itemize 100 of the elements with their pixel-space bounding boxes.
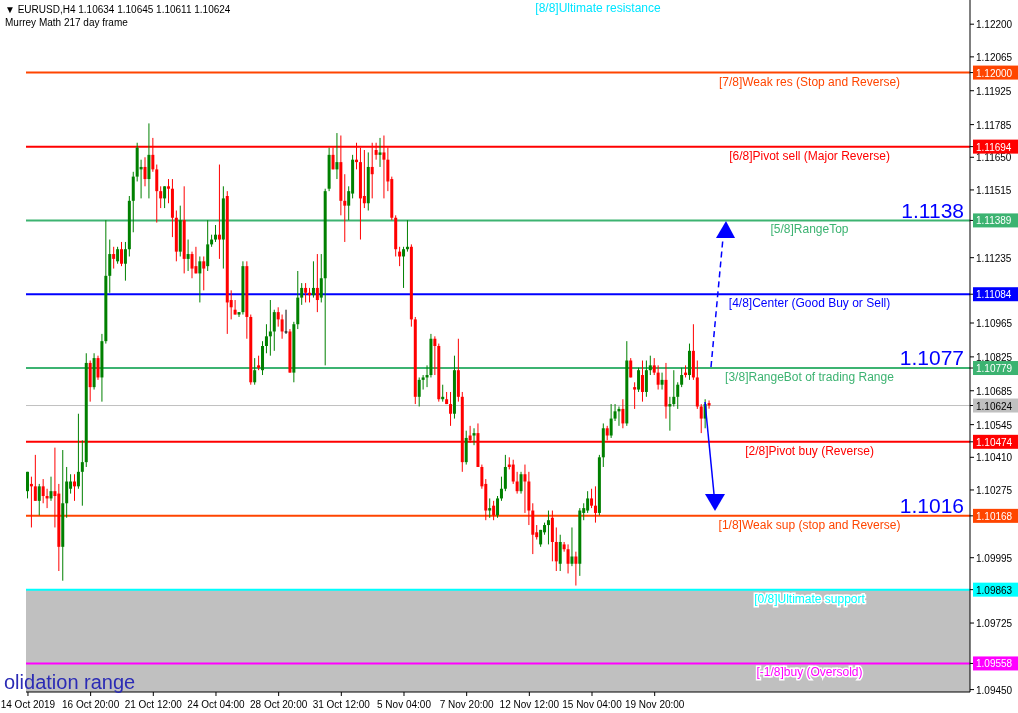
y-tick-label: 1.09558 [976, 658, 1013, 670]
candlestick [402, 246, 406, 289]
ref-line-label: [7/8]Weak res (Stop and Reverse) [718, 74, 901, 89]
candlestick [143, 156, 147, 187]
candlestick [699, 403, 703, 434]
candlestick [519, 471, 523, 495]
candlestick [33, 454, 37, 502]
candlestick [640, 360, 644, 403]
ref-line-label: [4/8]Center (Good Buy or Sell) [728, 296, 891, 311]
candlestick [284, 309, 288, 335]
y-tick-label: 1.11084 [976, 289, 1012, 301]
candlestick [676, 381, 680, 410]
y-tick-label: 1.11785 [976, 119, 1012, 131]
ref-line-label: [5/8]RangeTop [770, 222, 849, 237]
y-tick-label: 1.09450 [976, 684, 1013, 696]
candlestick [202, 255, 206, 291]
y-tick-label: 1.09725 [976, 618, 1013, 630]
candlestick [96, 355, 100, 381]
chart-title: ▼ EURUSD,H4 1.10634 1.10645 1.10611 1.10624 [5, 3, 231, 16]
y-tick-label: 1.12065 [976, 51, 1013, 63]
ref-line-label: [1/8]Weak sup (stop and Reverse) [718, 517, 901, 532]
y-tick-label: 1.10410 [976, 452, 1013, 464]
y-tick-label: 1.11925 [976, 85, 1012, 97]
candlestick [186, 239, 190, 272]
y-tick-label: 1.11235 [976, 252, 1012, 264]
ref-line-label: [0/8]Ultimate support [754, 591, 866, 606]
candlestick [566, 543, 570, 574]
candlestick [362, 149, 366, 209]
x-tick-label: 15 Nov 04:00 [562, 699, 623, 710]
ref-line-label: [3/8]RangeBot of trading Range [725, 370, 895, 385]
candlestick [637, 367, 641, 393]
candlestick [163, 185, 167, 209]
annotation: 1.1016 [899, 493, 964, 517]
y-tick-label: 1.11694 [976, 141, 1012, 153]
candlestick [167, 178, 171, 204]
y-tick-label: 1.10275 [976, 484, 1013, 496]
candlestick [315, 253, 319, 313]
candlestick [707, 399, 711, 410]
candlestick [26, 471, 29, 499]
x-tick-label: 21 Oct 12:00 [124, 699, 183, 710]
candlestick [73, 473, 76, 502]
y-tick-label: 1.10779 [976, 363, 1013, 375]
y-tick-label: 1.10545 [976, 419, 1013, 431]
x-tick-label: 5 Nov 04:00 [377, 699, 432, 710]
candlestick [449, 391, 453, 427]
candlestick [194, 246, 198, 274]
candlestick [648, 355, 652, 376]
candlestick [496, 495, 500, 519]
candlestick [609, 403, 613, 439]
candlestick [417, 376, 421, 407]
x-tick-label: 12 Nov 12:00 [499, 699, 560, 710]
annotation: [8/8]Ultimate resistance [535, 1, 662, 15]
candlestick [112, 246, 116, 270]
candlestick [49, 476, 53, 502]
y-tick-label: 1.10685 [976, 385, 1013, 397]
y-tick-label: 1.12200 [976, 19, 1013, 31]
candlestick [233, 299, 237, 316]
candlestick [680, 367, 684, 388]
y-tick-label: 1.10474 [976, 436, 1013, 448]
y-tick-label: 1.11650 [976, 152, 1012, 164]
candlestick [268, 299, 272, 357]
candlestick [120, 241, 124, 267]
candlestick [621, 398, 625, 429]
y-tick-label: 1.11389 [976, 215, 1012, 227]
candlestick [264, 323, 268, 354]
candlestick [633, 381, 637, 410]
x-tick-label: 14 Oct 2019 [0, 699, 56, 710]
candlestick [656, 364, 660, 391]
x-tick-label: 28 Oct 20:00 [250, 699, 308, 710]
y-tick-label: 1.12000 [976, 67, 1013, 79]
candlestick [492, 500, 496, 521]
candlestick [660, 372, 664, 391]
ref-line-label: [2/8]Pivot buy (Reverse) [745, 443, 874, 458]
candlestick [108, 239, 112, 294]
candlestick [206, 219, 210, 272]
candlestick [159, 185, 163, 209]
x-tick-label: 24 Oct 04:00 [187, 699, 246, 710]
candlestick [558, 534, 562, 572]
candlestick [378, 137, 382, 168]
candlestick [198, 255, 202, 303]
candlestick [76, 413, 80, 490]
annotation: 1.1138 [901, 198, 964, 222]
candlestick [319, 253, 323, 303]
x-tick-label: 19 Nov 20:00 [624, 699, 685, 710]
candlestick [593, 485, 597, 524]
annotation: olidation range [4, 671, 136, 693]
candlestick [586, 490, 590, 514]
candlestick [123, 241, 127, 282]
candlestick [65, 466, 69, 519]
ref-line-label: [-1/8]buy (Oversold) [756, 665, 863, 680]
candlestick [503, 454, 507, 492]
candlestick [472, 427, 476, 446]
candlestick [488, 497, 492, 519]
x-tick-label: 16 Oct 20:00 [62, 699, 120, 710]
y-tick-label: 1.10168 [976, 510, 1013, 522]
candlestick [280, 314, 284, 340]
candlestick [644, 360, 648, 398]
y-tick-label: 1.10624 [976, 400, 1013, 412]
candlestick [311, 260, 315, 299]
y-tick-label: 1.09863 [976, 584, 1013, 596]
